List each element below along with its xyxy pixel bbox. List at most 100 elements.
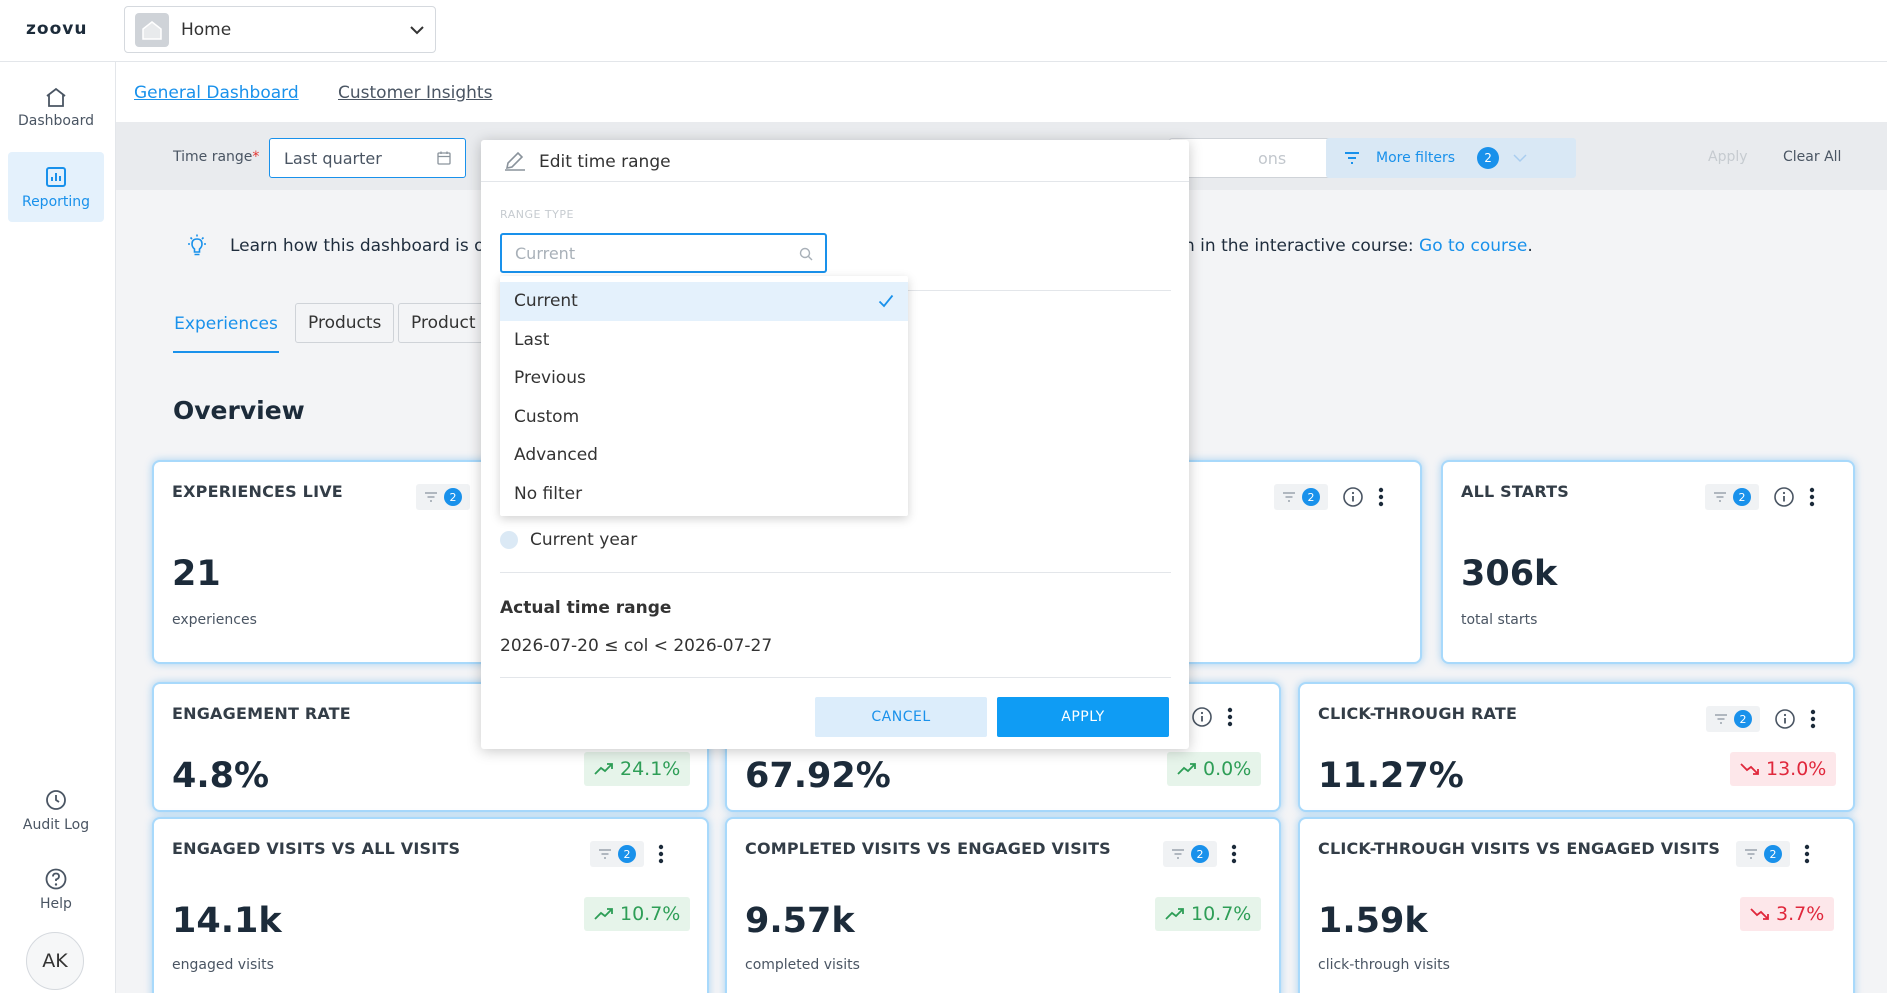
range-type-select[interactable]: Current [500,233,827,273]
delta-badge: 24.1% [584,752,691,786]
trend-up-icon [594,908,613,920]
range-type-dropdown: Current Last Previous Custom Advanced No… [500,276,908,516]
sidebar-item-label: Audit Log [22,816,90,833]
trend-down-icon [1740,763,1759,775]
more-options-icon[interactable] [1804,844,1810,864]
more-options-icon[interactable] [1378,487,1384,507]
apply-filters-button[interactable]: Apply [1708,149,1748,165]
card-filter-chip[interactable]: 2 [1274,484,1328,510]
info-icon[interactable] [1773,486,1795,508]
delta-badge: 10.7% [1155,897,1262,931]
tab-general-dashboard[interactable]: General Dashboard [134,83,299,103]
card-title: CLICK-THROUGH VISITS VS ENGAGED VISITS [1318,839,1721,858]
card-filter-chip[interactable]: 2 [1736,841,1790,867]
apply-button[interactable]: APPLY [997,697,1169,737]
clear-all-button[interactable]: Clear All [1783,149,1842,165]
card-value: 14.1k [172,901,282,941]
option-current[interactable]: Current [500,282,908,321]
more-options-icon[interactable] [1809,487,1815,507]
range-type-placeholder: Current [515,244,576,263]
option-advanced[interactable]: Advanced [500,436,908,475]
metric-card-engaged-visits: ENGAGED VISITS VS ALL VISITS 2 14.1k eng… [152,817,709,993]
sidebar-item-audit-log[interactable]: Audit Log [8,775,104,845]
card-filter-chip[interactable]: 2 [1706,706,1760,732]
tab-customer-insights[interactable]: Customer Insights [338,83,493,103]
bar-chart-icon [44,165,68,189]
time-range-input[interactable]: Last quarter [269,138,466,178]
current-year-radio[interactable]: Current year [500,530,637,550]
filter-select-value: ons [1258,149,1287,168]
filter-icon [1344,151,1360,165]
workspace-select[interactable]: Home [124,6,436,53]
more-options-icon[interactable] [658,844,664,864]
divider [500,677,1171,678]
card-filter-chip[interactable]: 2 [590,841,644,867]
option-label: Last [514,329,550,350]
info-icon[interactable] [1774,708,1796,730]
card-title: ALL STARTS [1461,482,1569,501]
trend-up-icon [594,763,613,775]
go-to-course-link[interactable]: Go to course [1419,236,1528,256]
more-options-icon[interactable] [1231,844,1237,864]
filter-icon [1283,492,1295,502]
option-custom[interactable]: Custom [500,398,908,437]
card-subtitle: completed visits [745,957,860,973]
radio-button[interactable] [500,531,518,549]
filter-count: 2 [1733,488,1751,506]
card-tools: 2 [590,841,664,867]
sidebar-item-help[interactable]: Help [8,854,104,924]
top-bar: zoovu Home [0,0,1887,62]
filter-count: 2 [1734,710,1752,728]
more-filters-button[interactable]: More filters 2 [1326,138,1576,178]
card-filter-chip[interactable]: 2 [416,484,470,510]
sidebar-item-dashboard[interactable]: Dashboard [8,72,104,142]
card-filter-chip[interactable]: 2 [1705,484,1759,510]
help-icon [44,867,68,891]
filter-icon [1715,714,1727,724]
filter-icon [1172,849,1184,859]
option-no-filter[interactable]: No filter [500,475,908,514]
card-tools: 2 [1274,484,1384,510]
checkmark-icon [878,293,894,313]
card-title: CLICK-THROUGH RATE [1318,704,1518,723]
zoovu-logo[interactable]: zoovu [26,19,88,39]
lightbulb-icon [184,233,210,264]
card-value: 9.57k [745,901,855,941]
more-options-icon[interactable] [1810,709,1816,729]
option-label: Advanced [514,445,598,466]
card-subtitle: total starts [1461,612,1538,628]
option-previous[interactable]: Previous [500,359,908,398]
filter-count: 2 [618,845,636,863]
tab-products[interactable]: Products [295,303,395,343]
option-label: No filter [514,483,583,504]
actual-time-range-value: 2026-07-20 ≤ col < 2026-07-27 [500,636,773,656]
popover-title: Edit time range [539,152,671,172]
delta-badge: 3.7% [1740,897,1835,931]
trend-up-icon [1165,908,1184,920]
card-subtitle: experiences [172,612,257,628]
card-tools: 2 [1705,484,1815,510]
info-icon[interactable] [1191,706,1213,728]
more-filters-count: 2 [1477,147,1500,169]
filter-icon [599,849,611,859]
card-value: 67.92% [745,756,891,796]
delta-badge: 13.0% [1730,752,1837,786]
info-icon[interactable] [1342,486,1364,508]
time-range-value: Last quarter [284,149,382,168]
card-subtitle: engaged visits [172,957,274,973]
delta-badge: 10.7% [584,897,691,931]
more-options-icon[interactable] [1227,707,1233,727]
card-tools: 2 [1706,706,1816,732]
pencil-icon [503,150,527,176]
tab-experiences[interactable]: Experiences [173,303,279,353]
card-value: 1.59k [1318,901,1428,941]
option-last[interactable]: Last [500,321,908,360]
sidebar-item-label: Reporting [21,193,91,210]
sidebar-item-reporting[interactable]: Reporting [8,152,104,222]
user-avatar[interactable]: AK [26,932,84,990]
delta-badge: 0.0% [1167,752,1262,786]
dashboard-tabs: General Dashboard Customer Insights [116,62,1887,122]
card-filter-chip[interactable]: 2 [1163,841,1217,867]
card-title: ENGAGED VISITS VS ALL VISITS [172,839,461,858]
cancel-button[interactable]: CANCEL [815,697,987,737]
